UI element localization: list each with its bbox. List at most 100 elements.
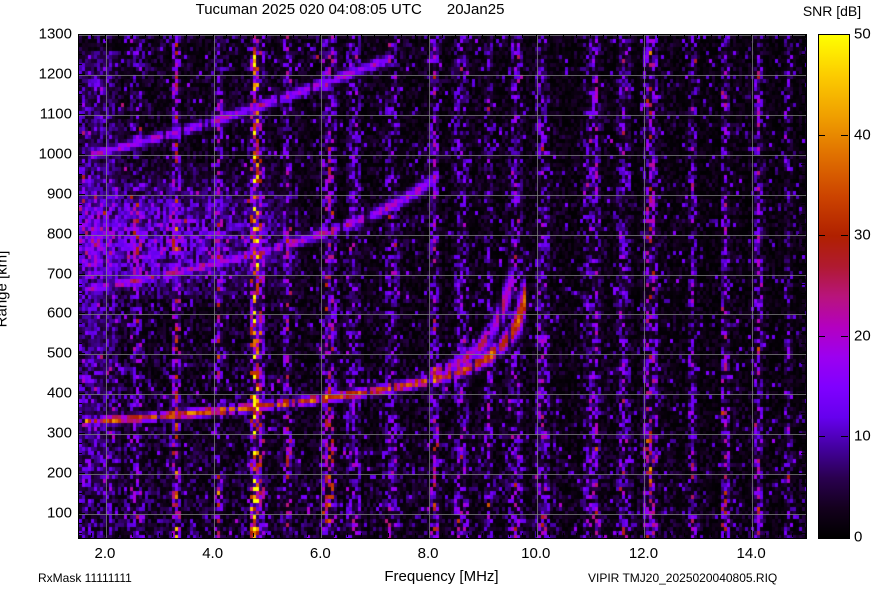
axis-tick xyxy=(643,533,644,537)
axis-tick xyxy=(78,373,82,374)
axis-tick xyxy=(78,533,79,537)
axis-tick xyxy=(307,34,308,38)
axis-tick xyxy=(78,433,82,434)
axis-tick xyxy=(307,533,308,537)
y-axis-tick-label: 900 xyxy=(46,185,72,203)
axis-tick xyxy=(78,134,82,135)
axis-tick xyxy=(78,194,82,195)
axis-tick xyxy=(347,34,348,38)
axis-tick xyxy=(805,533,806,537)
axis-tick xyxy=(226,34,227,38)
axis-tick xyxy=(199,34,200,38)
axis-tick xyxy=(711,533,712,537)
axis-tick xyxy=(78,94,82,95)
axis-tick xyxy=(482,34,483,38)
colorbar-tick xyxy=(818,336,825,337)
axis-tick xyxy=(657,533,658,537)
axis-tick xyxy=(805,34,806,38)
axis-tick xyxy=(320,533,321,537)
axis-tick xyxy=(697,34,698,38)
colorbar-tick xyxy=(818,235,825,236)
axis-tick xyxy=(801,244,805,245)
axis-tick xyxy=(630,533,631,537)
axis-tick xyxy=(78,323,82,324)
axis-tick xyxy=(468,533,469,537)
x-axis-tick-label: 6.0 xyxy=(309,545,331,562)
axis-tick xyxy=(132,533,133,537)
axis-tick xyxy=(78,353,82,354)
axis-tick xyxy=(801,114,805,115)
axis-tick xyxy=(78,503,82,504)
axis-tick xyxy=(78,124,82,125)
axis-tick xyxy=(738,533,739,537)
axis-tick xyxy=(801,453,805,454)
axis-tick xyxy=(657,34,658,38)
axis-tick xyxy=(78,284,82,285)
axis-tick xyxy=(522,34,523,38)
axis-tick xyxy=(401,34,402,38)
axis-tick xyxy=(78,533,82,534)
colorbar[interactable] xyxy=(818,34,850,539)
axis-tick xyxy=(801,343,805,344)
axis-tick xyxy=(361,533,362,537)
colorbar-tick xyxy=(841,135,848,136)
axis-tick xyxy=(801,274,805,275)
axis-tick xyxy=(801,184,805,185)
axis-tick xyxy=(765,34,766,38)
axis-tick xyxy=(78,403,82,404)
axis-tick xyxy=(765,533,766,537)
colorbar-gradient xyxy=(819,35,849,538)
axis-tick xyxy=(778,533,779,537)
axis-tick xyxy=(415,34,416,38)
axis-tick xyxy=(576,34,577,38)
colorbar-tick xyxy=(841,235,848,236)
axis-tick xyxy=(751,34,752,38)
axis-tick xyxy=(801,54,805,55)
x-axis-title: Frequency [MHz] xyxy=(384,568,499,585)
axis-tick xyxy=(78,34,82,35)
axis-tick xyxy=(78,523,82,524)
axis-tick xyxy=(801,74,805,75)
axis-tick xyxy=(801,293,805,294)
axis-tick xyxy=(78,343,82,344)
y-axis-tick-label: 500 xyxy=(46,344,72,362)
axis-tick xyxy=(455,533,456,537)
axis-tick xyxy=(172,533,173,537)
axis-tick xyxy=(801,353,805,354)
axis-tick xyxy=(78,104,82,105)
y-axis-tick-label: 200 xyxy=(46,464,72,482)
axis-tick xyxy=(78,453,82,454)
axis-tick xyxy=(280,533,281,537)
rxmask-label: RxMask 11111111 xyxy=(38,571,132,585)
axis-tick xyxy=(724,533,725,537)
axis-tick xyxy=(563,34,564,38)
axis-tick xyxy=(455,34,456,38)
axis-tick xyxy=(240,34,241,38)
axis-tick xyxy=(684,34,685,38)
axis-tick xyxy=(603,34,604,38)
axis-tick xyxy=(401,533,402,537)
axis-tick xyxy=(78,293,82,294)
axis-tick xyxy=(78,413,82,414)
axis-tick xyxy=(801,254,805,255)
axis-tick xyxy=(78,463,82,464)
axis-tick xyxy=(78,264,82,265)
axis-tick xyxy=(801,104,805,105)
axis-tick xyxy=(617,34,618,38)
axis-tick xyxy=(509,533,510,537)
axis-tick xyxy=(711,34,712,38)
axis-tick xyxy=(801,443,805,444)
axis-tick xyxy=(801,403,805,404)
y-axis-tick-label: 800 xyxy=(46,225,72,243)
ionogram-plot-area[interactable] xyxy=(78,34,807,539)
axis-tick xyxy=(78,164,82,165)
axis-tick xyxy=(643,34,644,38)
axis-tick xyxy=(226,533,227,537)
y-axis-tick-label: 1100 xyxy=(39,105,72,123)
axis-tick xyxy=(801,333,805,334)
colorbar-tick xyxy=(818,135,825,136)
axis-tick xyxy=(576,533,577,537)
axis-tick xyxy=(801,313,805,314)
axis-tick xyxy=(801,284,805,285)
